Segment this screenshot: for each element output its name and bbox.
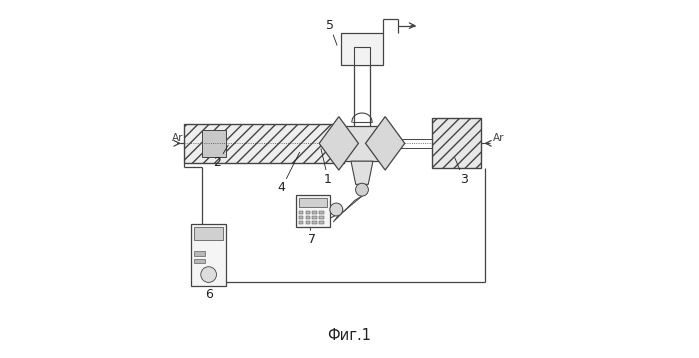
Bar bbox=[431, 118, 482, 168]
Bar bbox=[312, 211, 317, 214]
Bar bbox=[305, 216, 310, 219]
Text: Ar: Ar bbox=[172, 133, 183, 143]
Text: 4: 4 bbox=[278, 152, 300, 194]
Text: 5: 5 bbox=[326, 19, 337, 45]
Bar bbox=[312, 216, 317, 219]
Bar bbox=[340, 33, 383, 65]
Bar bbox=[299, 221, 303, 224]
Circle shape bbox=[201, 267, 217, 282]
Bar bbox=[319, 221, 324, 224]
Bar bbox=[312, 221, 317, 224]
Text: 1: 1 bbox=[321, 149, 332, 185]
Text: Ar: Ar bbox=[493, 133, 505, 143]
Bar bbox=[305, 221, 310, 224]
Bar bbox=[354, 47, 370, 65]
Text: 3: 3 bbox=[455, 158, 468, 185]
Bar bbox=[201, 130, 226, 156]
Polygon shape bbox=[366, 117, 405, 170]
Bar bbox=[194, 251, 205, 256]
Bar bbox=[184, 124, 344, 163]
Bar bbox=[191, 224, 226, 286]
Bar bbox=[305, 211, 310, 214]
Bar bbox=[319, 211, 324, 214]
Polygon shape bbox=[351, 161, 373, 184]
Circle shape bbox=[330, 203, 343, 216]
Bar bbox=[194, 258, 205, 263]
Bar bbox=[299, 211, 303, 214]
Bar bbox=[343, 126, 382, 161]
Bar bbox=[296, 195, 330, 227]
Text: 2: 2 bbox=[214, 145, 229, 169]
Text: 6: 6 bbox=[206, 279, 213, 301]
Bar bbox=[299, 216, 303, 219]
Bar bbox=[319, 216, 324, 219]
Text: 7: 7 bbox=[308, 217, 316, 246]
Text: Фиг.1: Фиг.1 bbox=[328, 328, 371, 343]
Circle shape bbox=[356, 183, 368, 196]
Polygon shape bbox=[319, 117, 359, 170]
Bar bbox=[194, 227, 223, 240]
Bar bbox=[299, 198, 327, 207]
